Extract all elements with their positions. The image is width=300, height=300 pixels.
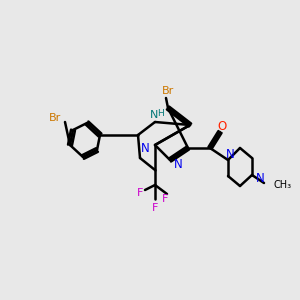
Text: N: N: [174, 158, 182, 172]
Text: N: N: [141, 142, 149, 154]
Text: N: N: [150, 110, 158, 120]
Text: F: F: [162, 194, 168, 204]
Text: F: F: [137, 188, 143, 198]
Text: Br: Br: [49, 113, 61, 123]
Text: CH₃: CH₃: [274, 180, 292, 190]
Text: N: N: [226, 148, 234, 160]
Text: H: H: [157, 109, 164, 118]
Text: O: O: [218, 121, 226, 134]
Text: Br: Br: [162, 86, 174, 96]
Text: F: F: [152, 203, 158, 213]
Text: N: N: [256, 172, 264, 184]
